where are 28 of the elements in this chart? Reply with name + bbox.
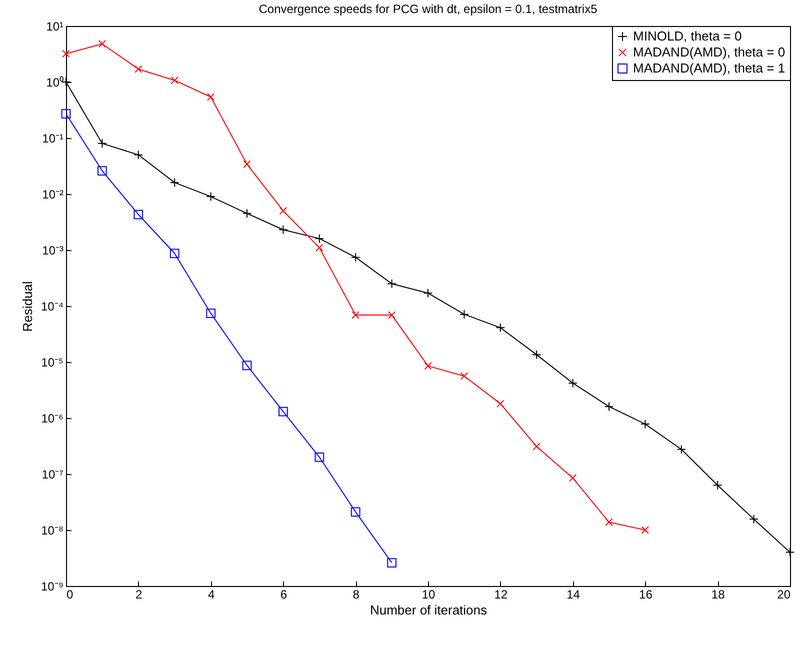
y-tick-label: 10⁻⁹ (41, 580, 64, 594)
x-tick-label: 4 (208, 588, 215, 602)
y-tick-label: 10⁻⁴ (40, 300, 64, 314)
x-tick-label: 14 (566, 588, 580, 602)
x-tick-label: 18 (711, 588, 726, 602)
x-tick-label: 2 (136, 588, 143, 602)
x-tick-label: 6 (280, 588, 288, 602)
y-tick-label: 10⁰ (46, 76, 64, 90)
y-tick-label: 10⁻¹ (42, 132, 64, 146)
legend-label: MINOLD, theta = 0 (633, 28, 742, 44)
legend-label: MADAND(AMD), theta = 0 (633, 44, 786, 60)
x-tick-label: 0 (66, 588, 74, 602)
y-tick-label: 10⁻⁶ (41, 412, 64, 426)
y-tick-label: 10⁻⁷ (42, 468, 64, 482)
x-tick-label: 12 (494, 588, 508, 602)
y-tick-label: 10⁻⁵ (41, 356, 64, 370)
chart-title: Convergence speeds for PCG with dt, epsilon = 0.1, testmatrix5 (258, 2, 598, 16)
legend-label: MADAND(AMD), theta = 1 (633, 60, 786, 76)
y-axis-title: Residual (20, 281, 35, 332)
x-tick-label: 16 (639, 588, 653, 602)
y-tick-label: 10⁻³ (42, 244, 64, 258)
x-axis-title: Number of iterations (370, 602, 488, 618)
x-tick-label: 10 (422, 588, 436, 602)
y-tick-label: 10¹ (46, 20, 64, 34)
x-tick-label: 20 (777, 588, 791, 602)
x-tick-label: 8 (352, 588, 360, 602)
y-tick-label: 10⁻⁸ (41, 524, 64, 538)
y-tick-label: 10⁻² (42, 188, 64, 202)
